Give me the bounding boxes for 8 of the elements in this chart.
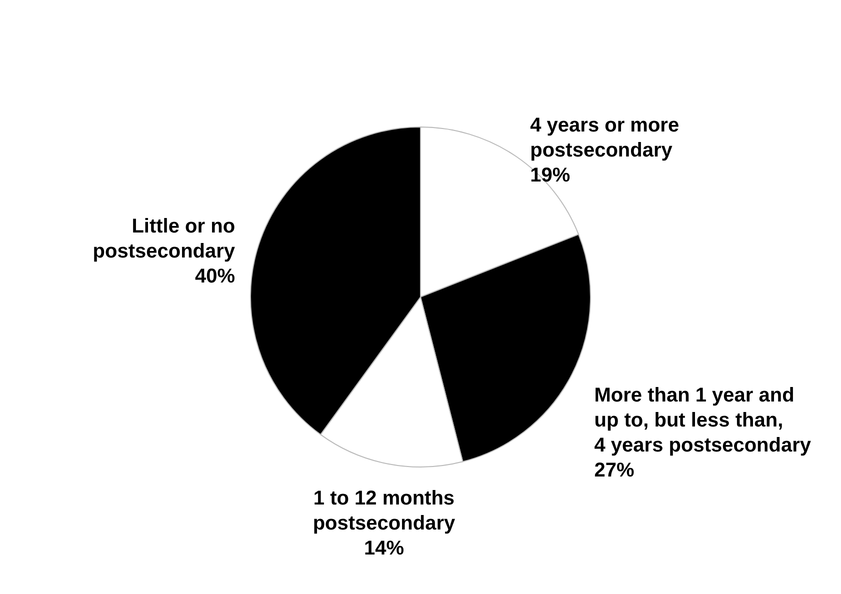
data-label: 19% — [530, 164, 570, 187]
data-label: 27% — [594, 460, 634, 482]
data-label: 14% — [364, 538, 404, 560]
slice-label: 1 to 12 months postsecondary — [312, 488, 456, 535]
data-label: 40% — [195, 266, 236, 288]
slice-label: 4 years or more postsecondary — [530, 114, 680, 162]
slice-label: Little or no postsecondary — [92, 216, 236, 263]
slice-label: More than 1 year and up to, but less than, 4 years postsecondary — [594, 384, 812, 457]
